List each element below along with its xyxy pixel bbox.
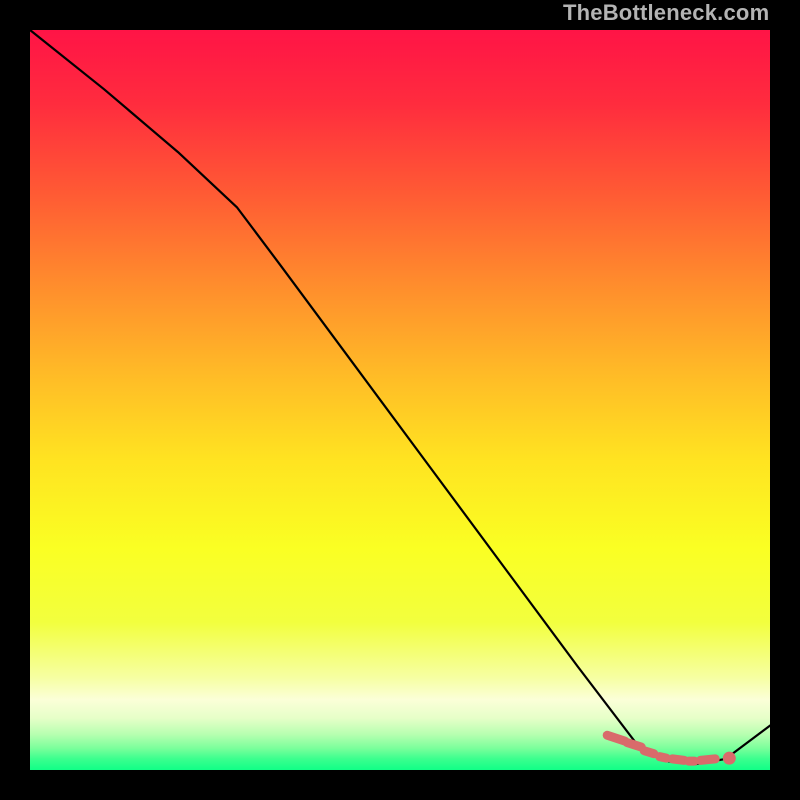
end-marker-dot: [723, 752, 736, 765]
marker-dash: [644, 751, 654, 754]
chart-line-layer: [30, 30, 770, 770]
watermark-text: TheBottleneck.com: [563, 0, 769, 26]
marker-dash: [660, 757, 667, 758]
marker-dash-group: [607, 735, 715, 761]
marker-dash: [700, 759, 715, 760]
bottleneck-curve: [30, 30, 770, 764]
chart-plot-area: [30, 30, 770, 770]
marker-dash: [627, 743, 641, 747]
marker-dash: [607, 735, 625, 741]
marker-dash: [672, 759, 684, 760]
